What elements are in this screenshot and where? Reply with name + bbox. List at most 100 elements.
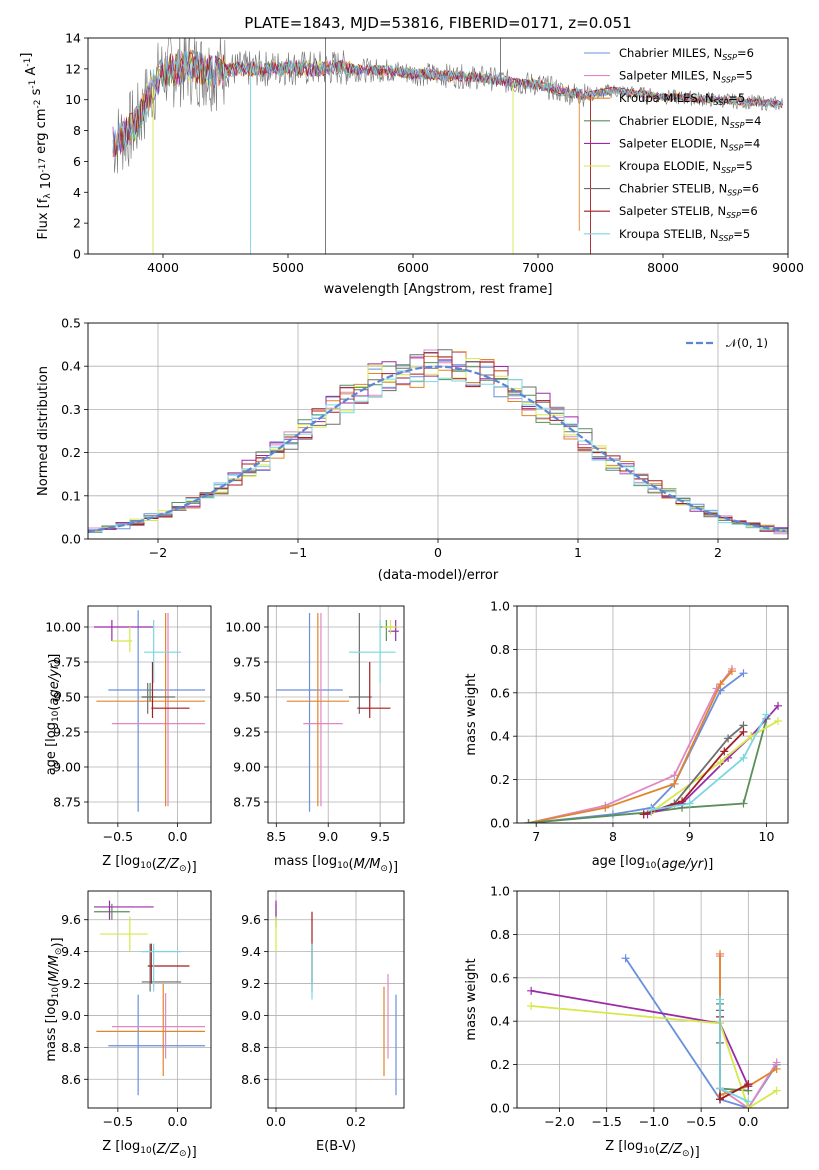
y-tick-label: 0.6 <box>490 970 510 985</box>
panel-mass_vs_EBV: 0.0 0.2 8.6 8.8 9.0 9.2 9.4 9.6 E(B-V) <box>241 890 405 1154</box>
y-tick-label: 0.2 <box>490 1057 510 1072</box>
y-tick-label: 0 <box>73 247 81 262</box>
y-tick-label: 1.0 <box>490 884 510 899</box>
legend-entry: Chabrier STELIB, NSSP=6 <box>619 182 759 198</box>
y-tick-label: 9.4 <box>61 944 81 959</box>
point-marker <box>670 779 679 788</box>
x-tick-label: 4000 <box>147 260 179 275</box>
y-tick-label: 8.8 <box>61 1040 81 1055</box>
series-line-salpeter_elodie <box>531 989 750 1087</box>
y-axis-label: Normed distribution <box>36 366 51 496</box>
point-marker <box>716 1084 725 1093</box>
x-tick-label: −0.5 <box>103 1114 133 1129</box>
legend-text: Kroupa MILES, N <box>619 91 714 105</box>
point-marker <box>621 954 630 963</box>
x-axis-label: E(B-V) <box>316 1139 356 1154</box>
x-tick-label: 10 <box>759 829 775 844</box>
x-tick-label: 7 <box>532 829 540 844</box>
x-tick-label: 1 <box>574 545 582 560</box>
y-tick-label: 9.0 <box>61 1008 81 1023</box>
y-tick-label: 9.6 <box>61 912 81 927</box>
y-tick-label: 9.0 <box>241 1008 261 1023</box>
x-tick-label: 9 <box>686 829 694 844</box>
y-tick-label: 14 <box>65 31 81 46</box>
legend-subscript: SSP <box>726 211 741 220</box>
y-tick-label: 4 <box>73 185 81 200</box>
x-axis-label: mass [log10(M/M⊙)] <box>274 854 398 875</box>
y-tick-label: 9.00 <box>53 760 81 775</box>
x-tick-label: 0 <box>434 545 442 560</box>
legend-tail: =5 <box>736 159 753 173</box>
y-tick-label: 0.0 <box>490 1101 510 1116</box>
y-tick-label: 10.00 <box>225 620 261 635</box>
legend-subscript: SSP <box>727 189 742 198</box>
legend-subscript: SSP <box>721 166 736 175</box>
point-marker <box>527 986 536 995</box>
x-tick-label: 8000 <box>647 260 679 275</box>
y-tick-label: 9.75 <box>233 655 261 670</box>
point-marker <box>716 1095 725 1104</box>
y-tick-label: 8.75 <box>53 795 81 810</box>
point-marker <box>727 667 736 676</box>
legend-text: Kroupa ELODIE, N <box>619 159 721 173</box>
legend-subscript: SSP <box>730 121 745 130</box>
plot-area <box>88 323 788 539</box>
y-tick-label: 10.00 <box>45 620 81 635</box>
legend-subscript: SSP <box>714 98 729 107</box>
point-marker <box>608 810 617 819</box>
point-marker <box>739 753 748 762</box>
x-tick-label: −0.5 <box>103 829 133 844</box>
y-axis-label: Flux [fλ 10-17 erg cm-2 s-1 A-1] <box>19 53 54 240</box>
panel-mass_weight_vs_age: 7 8 9 10 0.0 0.2 0.4 0.6 0.8 1.0 age [log10(age/yr… <box>464 599 789 872</box>
legend-entry: Chabrier MILES, NSSP=6 <box>619 46 754 62</box>
legend-tail: =5 <box>733 227 750 241</box>
y-tick-label: 0.6 <box>490 685 510 700</box>
page-title: PLATE=1843, MJD=53816, FIBERID=0171, z=0… <box>244 14 631 32</box>
point-marker <box>744 1080 753 1089</box>
y-tick-label: 1.0 <box>490 599 510 614</box>
legend-text: Chabrier STELIB, N <box>619 182 727 196</box>
x-axis-label: wavelength [Angstrom, rest frame] <box>324 282 553 297</box>
point-marker <box>720 747 729 756</box>
x-tick-label: −0.5 <box>686 1114 716 1129</box>
legend-tail: =5 <box>736 69 753 83</box>
y-axis-label: mass weight <box>464 673 479 755</box>
legend-text: Chabrier MILES, N <box>619 46 722 60</box>
legend-subscript: SSP <box>729 143 744 152</box>
point-marker <box>716 758 725 767</box>
point-marker <box>716 949 725 958</box>
legend-tail: =6 <box>742 182 759 196</box>
y-tick-label: 8.8 <box>241 1040 261 1055</box>
series-line-salpeter_elodie <box>647 705 779 816</box>
y-tick-label: 0.3 <box>61 402 81 417</box>
legend-text: Salpeter ELODIE, N <box>619 136 729 150</box>
legend-entry: 𝒩(0, 1) <box>726 336 768 350</box>
y-tick-label: 9.75 <box>53 655 81 670</box>
y-tick-label: 12 <box>65 61 81 76</box>
x-tick-label: 9000 <box>772 260 804 275</box>
point-marker <box>772 1064 781 1073</box>
panel-mass_weight_vs_Z: −2.0 −1.5 −1.0 −0.5 0.0 0.0 0.2 0.4 0.6 0.8 1.0 Z [… <box>464 884 789 1160</box>
y-tick-label: 8.6 <box>61 1072 81 1087</box>
y-tick-label: 0.1 <box>61 488 81 503</box>
x-tick-label: 6000 <box>397 260 429 275</box>
point-marker <box>524 819 533 823</box>
y-axis-label: mass weight <box>464 958 479 1040</box>
y-tick-label: 9.4 <box>241 944 261 959</box>
x-tick-label: −2.0 <box>544 1114 574 1129</box>
y-tick-label: 0.8 <box>490 927 510 942</box>
x-tick-label: −2 <box>149 545 167 560</box>
axes-frame <box>516 605 789 824</box>
y-tick-label: 0.0 <box>61 532 81 547</box>
x-tick-label: −1.5 <box>592 1114 622 1129</box>
y-axis-label: age [log10(age/yr)] <box>44 654 62 776</box>
histogram-kroupa_stelib <box>88 370 788 533</box>
x-tick-label: 0.2 <box>346 1114 366 1129</box>
y-tick-label: 0.2 <box>61 445 81 460</box>
point-marker <box>744 1097 753 1106</box>
y-tick-label: 9.25 <box>53 725 81 740</box>
y-tick-label: 9.50 <box>53 690 81 705</box>
y-tick-label: 0.2 <box>490 772 510 787</box>
point-marker <box>670 771 679 780</box>
axes-frame <box>516 890 789 1109</box>
